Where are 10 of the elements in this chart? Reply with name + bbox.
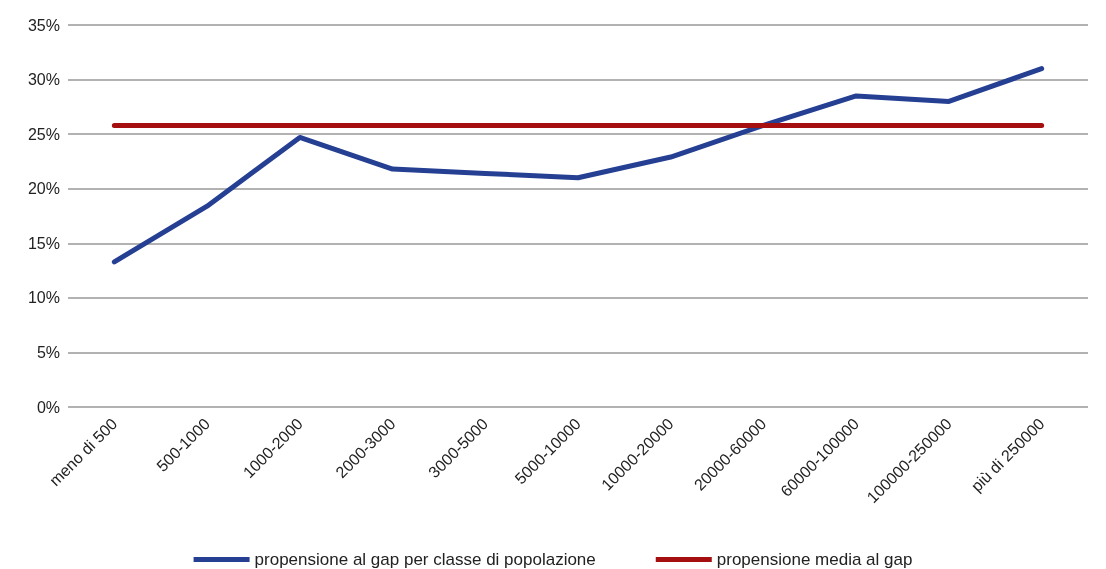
- y-tick-label: 0%: [36, 398, 60, 416]
- legend-label: propensione al gap per classe di popolazione: [254, 550, 596, 569]
- y-tick-label: 15%: [27, 234, 60, 252]
- y-tick-label: 20%: [27, 180, 60, 198]
- legend-label: propensione media al gap: [716, 550, 913, 569]
- y-tick-label: 30%: [27, 71, 60, 89]
- y-tick-label: 5%: [36, 343, 60, 361]
- y-tick-label: 10%: [27, 289, 60, 307]
- y-tick-label: 35%: [27, 16, 60, 34]
- y-tick-label: 25%: [27, 125, 60, 143]
